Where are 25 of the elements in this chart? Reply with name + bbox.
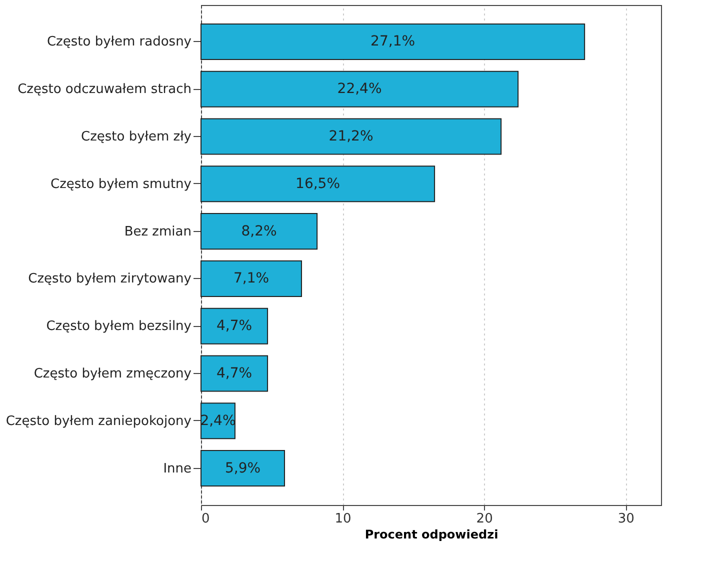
data-label: 2,4% [200,412,236,429]
data-label: 16,5% [296,176,340,192]
data-label: 21,2% [328,128,374,145]
y-tick-label: Często byłem bezsilny [46,319,192,334]
y-tick-label: Często byłem zły [81,130,192,145]
x-axis-title: Procent odpowiedzi [364,528,498,542]
x-tick-label: 30 [618,512,634,526]
data-label: 22,4% [337,81,382,98]
x-tick-label: 0 [202,512,210,526]
x-tick-label: 10 [334,512,352,526]
y-tick-label: Często byłem zirytowany [28,272,192,287]
y-tick-label: Często byłem smutny [50,176,192,192]
x-tick-label: 20 [476,512,493,526]
data-label: 4,7% [216,365,252,382]
data-label: 7,1% [233,270,270,287]
y-tick-label: Często byłem zaniepokojony [6,414,192,429]
y-tick-label: Inne [163,461,192,476]
y-tick-label: Często odczuwałem strach [18,82,192,98]
data-label: 8,2% [241,223,277,240]
data-label: 4,7% [216,318,252,334]
data-label: 27,1% [370,34,416,50]
y-tick-label: Bez zmian [124,224,192,240]
y-tick-label: Często byłem zmęczony [34,366,192,382]
data-label: 5,9% [224,460,261,476]
y-tick-label: Często byłem radosny [46,34,192,50]
